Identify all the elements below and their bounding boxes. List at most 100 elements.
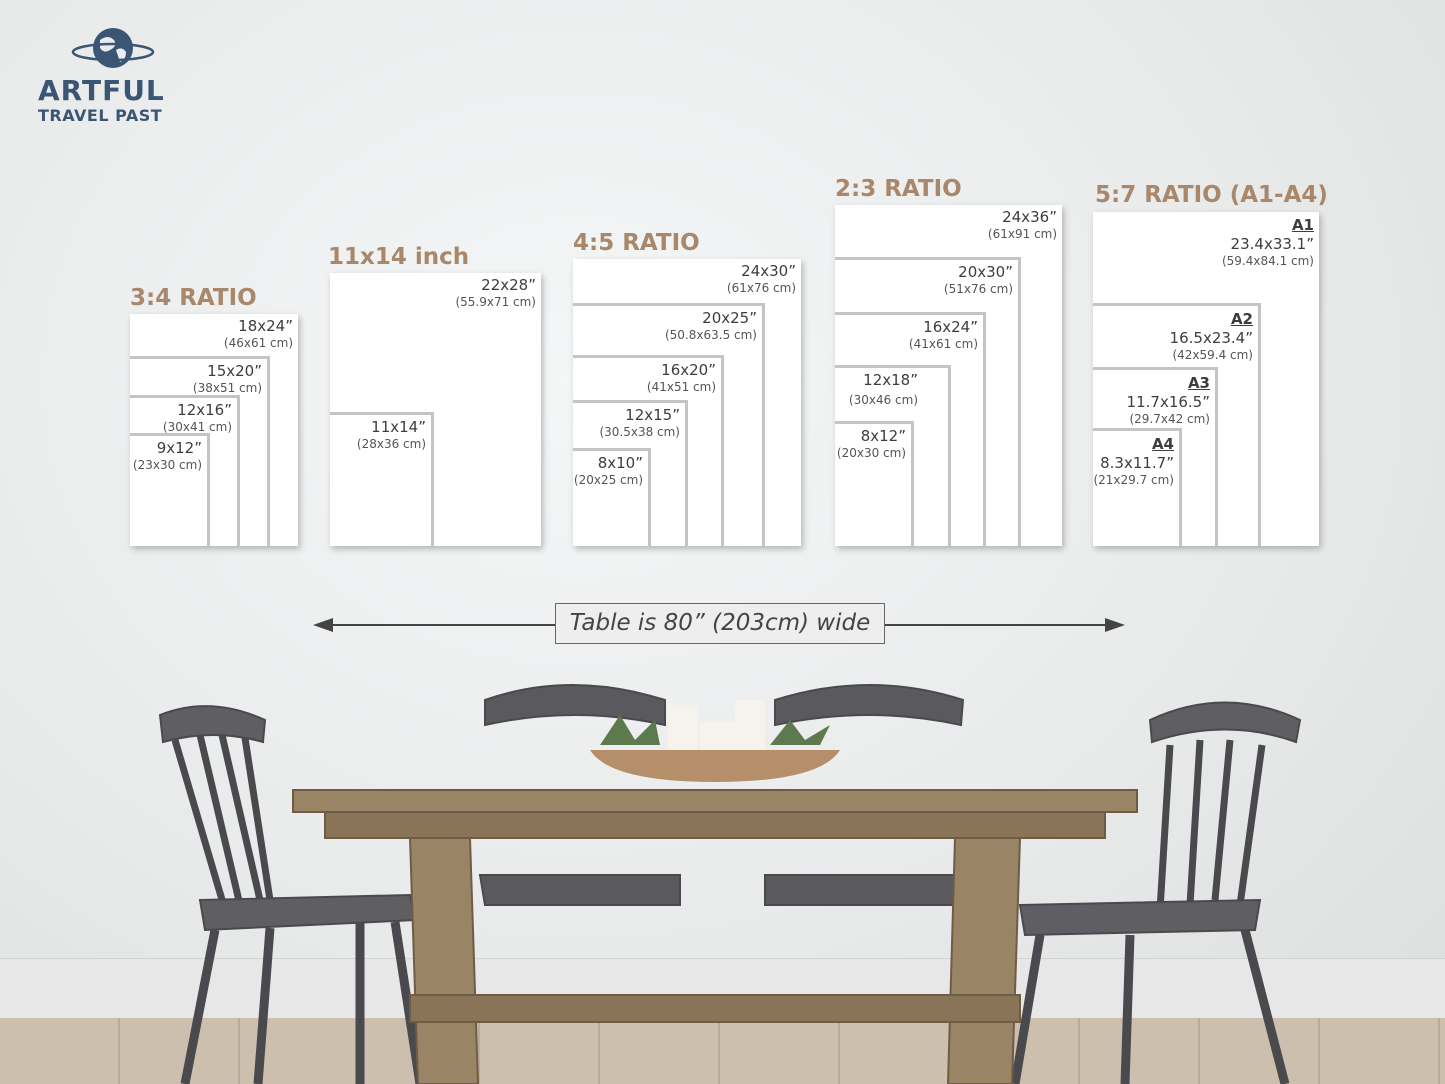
size-inches: 20x30” (958, 263, 1013, 281)
size-inches: 8x12” (860, 427, 906, 445)
size-label: 8x10” (20x25 cm) (574, 454, 643, 488)
group-title-2-3: 2:3 RATIO (835, 176, 962, 202)
size-inches: 8x10” (597, 454, 643, 472)
size-inches: 16x24” (923, 318, 978, 336)
wood-floor (0, 1018, 1445, 1084)
size-label: 16x24” (41x61 cm) (909, 318, 978, 352)
size-cm: (29.7x42 cm) (1129, 412, 1210, 426)
size-cm: (46x61 cm) (223, 336, 293, 350)
paper-size-name: A4 (1151, 435, 1174, 453)
size-cm: (42x59.4 cm) (1172, 348, 1253, 362)
size-rect: 15x20” (38x51 cm) 12x16” (30x41 cm) 9x12”(… (130, 356, 270, 546)
size-rect: 12x16” (30x41 cm) 9x12” (23x30 cm) (130, 395, 240, 546)
size-rect: A3 11.7x16.5” (29.7x42 cm) A4 8.3x11.7” (21x… (1093, 367, 1218, 546)
logo: ARTFUL TRAVEL PAST (36, 26, 206, 126)
size-cm: (61x76 cm) (726, 281, 796, 295)
size-cm: (20x25 cm) (573, 473, 643, 487)
size-label: 22x28” (55.9x71 cm) (455, 276, 536, 310)
paper-size-name: A2 (1230, 310, 1253, 328)
arrow-line-right (885, 624, 1113, 626)
size-rect: 8x10” (20x25 cm) (573, 448, 651, 546)
size-cm: (61x91 cm) (987, 227, 1057, 241)
size-label: 24x36” (61x91 cm) (988, 208, 1057, 242)
centerpiece (590, 700, 840, 782)
size-rect: 9x12” (23x30 cm) (130, 433, 210, 546)
dining-scene (158, 684, 1302, 1084)
size-panel-2-3: 24x36” (61x91 cm) 20x30” (51x76 cm) 16x24”… (835, 205, 1062, 546)
size-label: 12x18” (30x46 cm) (849, 371, 918, 408)
size-inches: 12x18” (863, 371, 918, 389)
size-inches: 11x14” (371, 418, 426, 436)
size-rect: A4 8.3x11.7” (21x29.7 cm) (1093, 428, 1182, 546)
globe-icon (71, 28, 155, 68)
size-cm: (50.8x63.5 cm) (664, 328, 757, 342)
size-inches: 23.4x33.1” (1230, 235, 1314, 253)
size-label: 20x30” (51x76 cm) (944, 263, 1013, 297)
size-cm: (38x51 cm) (192, 381, 262, 395)
group-title-5-7: 5:7 RATIO (A1-A4) (1095, 182, 1328, 208)
logo-line2: TRAVEL PAST (38, 106, 163, 125)
size-cm: (30x41 cm) (162, 420, 232, 434)
size-rect: 20x30” (51x76 cm) 16x24” (41x61 cm) 12x18”… (835, 257, 1021, 546)
size-cm: (41x51 cm) (646, 380, 716, 394)
size-label: 24x30” (61x76 cm) (727, 262, 796, 296)
size-cm: (51x76 cm) (943, 282, 1013, 296)
size-panel-3-4: 18x24” (46x61 cm) 15x20” (38x51 cm) 12x16”… (130, 314, 298, 546)
size-cm: (30x46 cm) (848, 393, 918, 407)
size-inches: 24x36” (1002, 208, 1057, 226)
size-inches: 24x30” (741, 262, 796, 280)
size-inches: 16x20” (661, 361, 716, 379)
size-panel-5-7: A1 23.4x33.1” (59.4x84.1 cm) A2 16.5x23.4”(… (1093, 212, 1319, 546)
size-label: 18x24” (46x61 cm) (224, 317, 293, 351)
size-label: 20x25” (50.8x63.5 cm) (665, 309, 757, 343)
size-rect: 16x24” (41x61 cm) 12x18” (30x46 cm) 8x12”(… (835, 312, 986, 546)
size-rect: 20x25” (50.8x63.5 cm) 16x20” (41x51 cm) 12… (573, 303, 765, 546)
size-cm: (41x61 cm) (908, 337, 978, 351)
size-inches: 12x16” (177, 401, 232, 419)
logo-line1: ARTFUL (38, 74, 165, 107)
size-panel-11x14: 22x28” (55.9x71 cm) 11x14” (28x36 cm) (330, 273, 541, 546)
paper-size-name: A1 (1291, 216, 1314, 234)
size-cm: (28x36 cm) (356, 437, 426, 451)
size-rect: 16x20” (41x51 cm) 12x15” (30.5x38 cm) 8x10… (573, 355, 724, 546)
chair-left (158, 705, 425, 1084)
size-inches: 8.3x11.7” (1100, 454, 1174, 472)
size-inches: 9x12” (156, 439, 202, 457)
size-label: 15x20” (38x51 cm) (193, 362, 262, 396)
size-cm: (20x30 cm) (836, 446, 906, 460)
group-title-4-5: 4:5 RATIO (573, 230, 700, 256)
group-title-11x14: 11x14 inch (328, 244, 470, 270)
size-inches: 16.5x23.4” (1169, 329, 1253, 347)
size-label: A2 16.5x23.4” (42x59.4 cm) (1170, 309, 1253, 363)
size-rect: A2 16.5x23.4” (42x59.4 cm) A3 11.7x16.5” (29… (1093, 303, 1261, 546)
arrow-line-left (325, 624, 555, 626)
size-inches: 20x25” (702, 309, 757, 327)
size-panel-4-5: 24x30” (61x76 cm) 20x25” (50.8x63.5 cm) 16… (573, 259, 801, 546)
size-rect: 11x14” (28x36 cm) (330, 412, 434, 546)
size-label: A1 23.4x33.1” (59.4x84.1 cm) (1222, 215, 1314, 269)
size-cm: (55.9x71 cm) (455, 295, 536, 309)
group-title-3-4: 3:4 RATIO (130, 285, 257, 311)
paper-size-name: A3 (1187, 374, 1210, 392)
size-label: 11x14” (28x36 cm) (357, 418, 426, 452)
size-rect: 8x12” (20x30 cm) (835, 421, 914, 546)
arrow-head-left-icon (313, 618, 333, 632)
size-label: 12x16” (30x41 cm) (163, 401, 232, 435)
size-cm: (59.4x84.1 cm) (1221, 254, 1314, 268)
table (292, 789, 1138, 1084)
size-label: 8x12” (20x30 cm) (837, 427, 906, 461)
size-label: 9x12” (23x30 cm) (133, 439, 202, 473)
size-rect: 12x18” (30x46 cm) 8x12” (20x30 cm) (835, 365, 951, 546)
table-width-caption: Table is 80” (203cm) wide (555, 603, 885, 644)
size-label: 12x15” (30.5x38 cm) (599, 406, 680, 440)
size-inches: 15x20” (207, 362, 262, 380)
size-inches: 18x24” (238, 317, 293, 335)
size-inches: 11.7x16.5” (1126, 393, 1210, 411)
size-cm: (23x30 cm) (132, 458, 202, 472)
size-inches: 22x28” (481, 276, 536, 294)
size-rect: 12x15” (30.5x38 cm) 8x10” (20x25 cm) (573, 400, 688, 546)
size-label: A3 11.7x16.5” (29.7x42 cm) (1127, 373, 1210, 427)
chair-right (1010, 701, 1302, 1084)
size-label: A4 8.3x11.7” (21x29.7 cm) (1093, 434, 1174, 488)
size-cm: (30.5x38 cm) (599, 425, 680, 439)
